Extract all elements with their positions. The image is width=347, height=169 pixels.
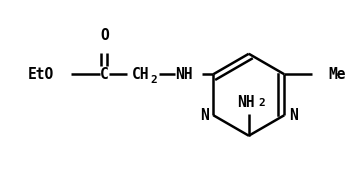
Text: CH: CH [132,67,149,82]
Text: 2: 2 [151,75,158,85]
Text: 2: 2 [258,98,265,107]
Text: O: O [100,28,109,43]
Text: EtO: EtO [27,67,54,82]
Text: Me: Me [328,67,346,82]
Text: NH: NH [175,67,192,82]
Text: C: C [100,67,109,82]
Text: NH: NH [237,95,255,110]
Text: N: N [289,108,298,123]
Text: N: N [200,108,209,123]
